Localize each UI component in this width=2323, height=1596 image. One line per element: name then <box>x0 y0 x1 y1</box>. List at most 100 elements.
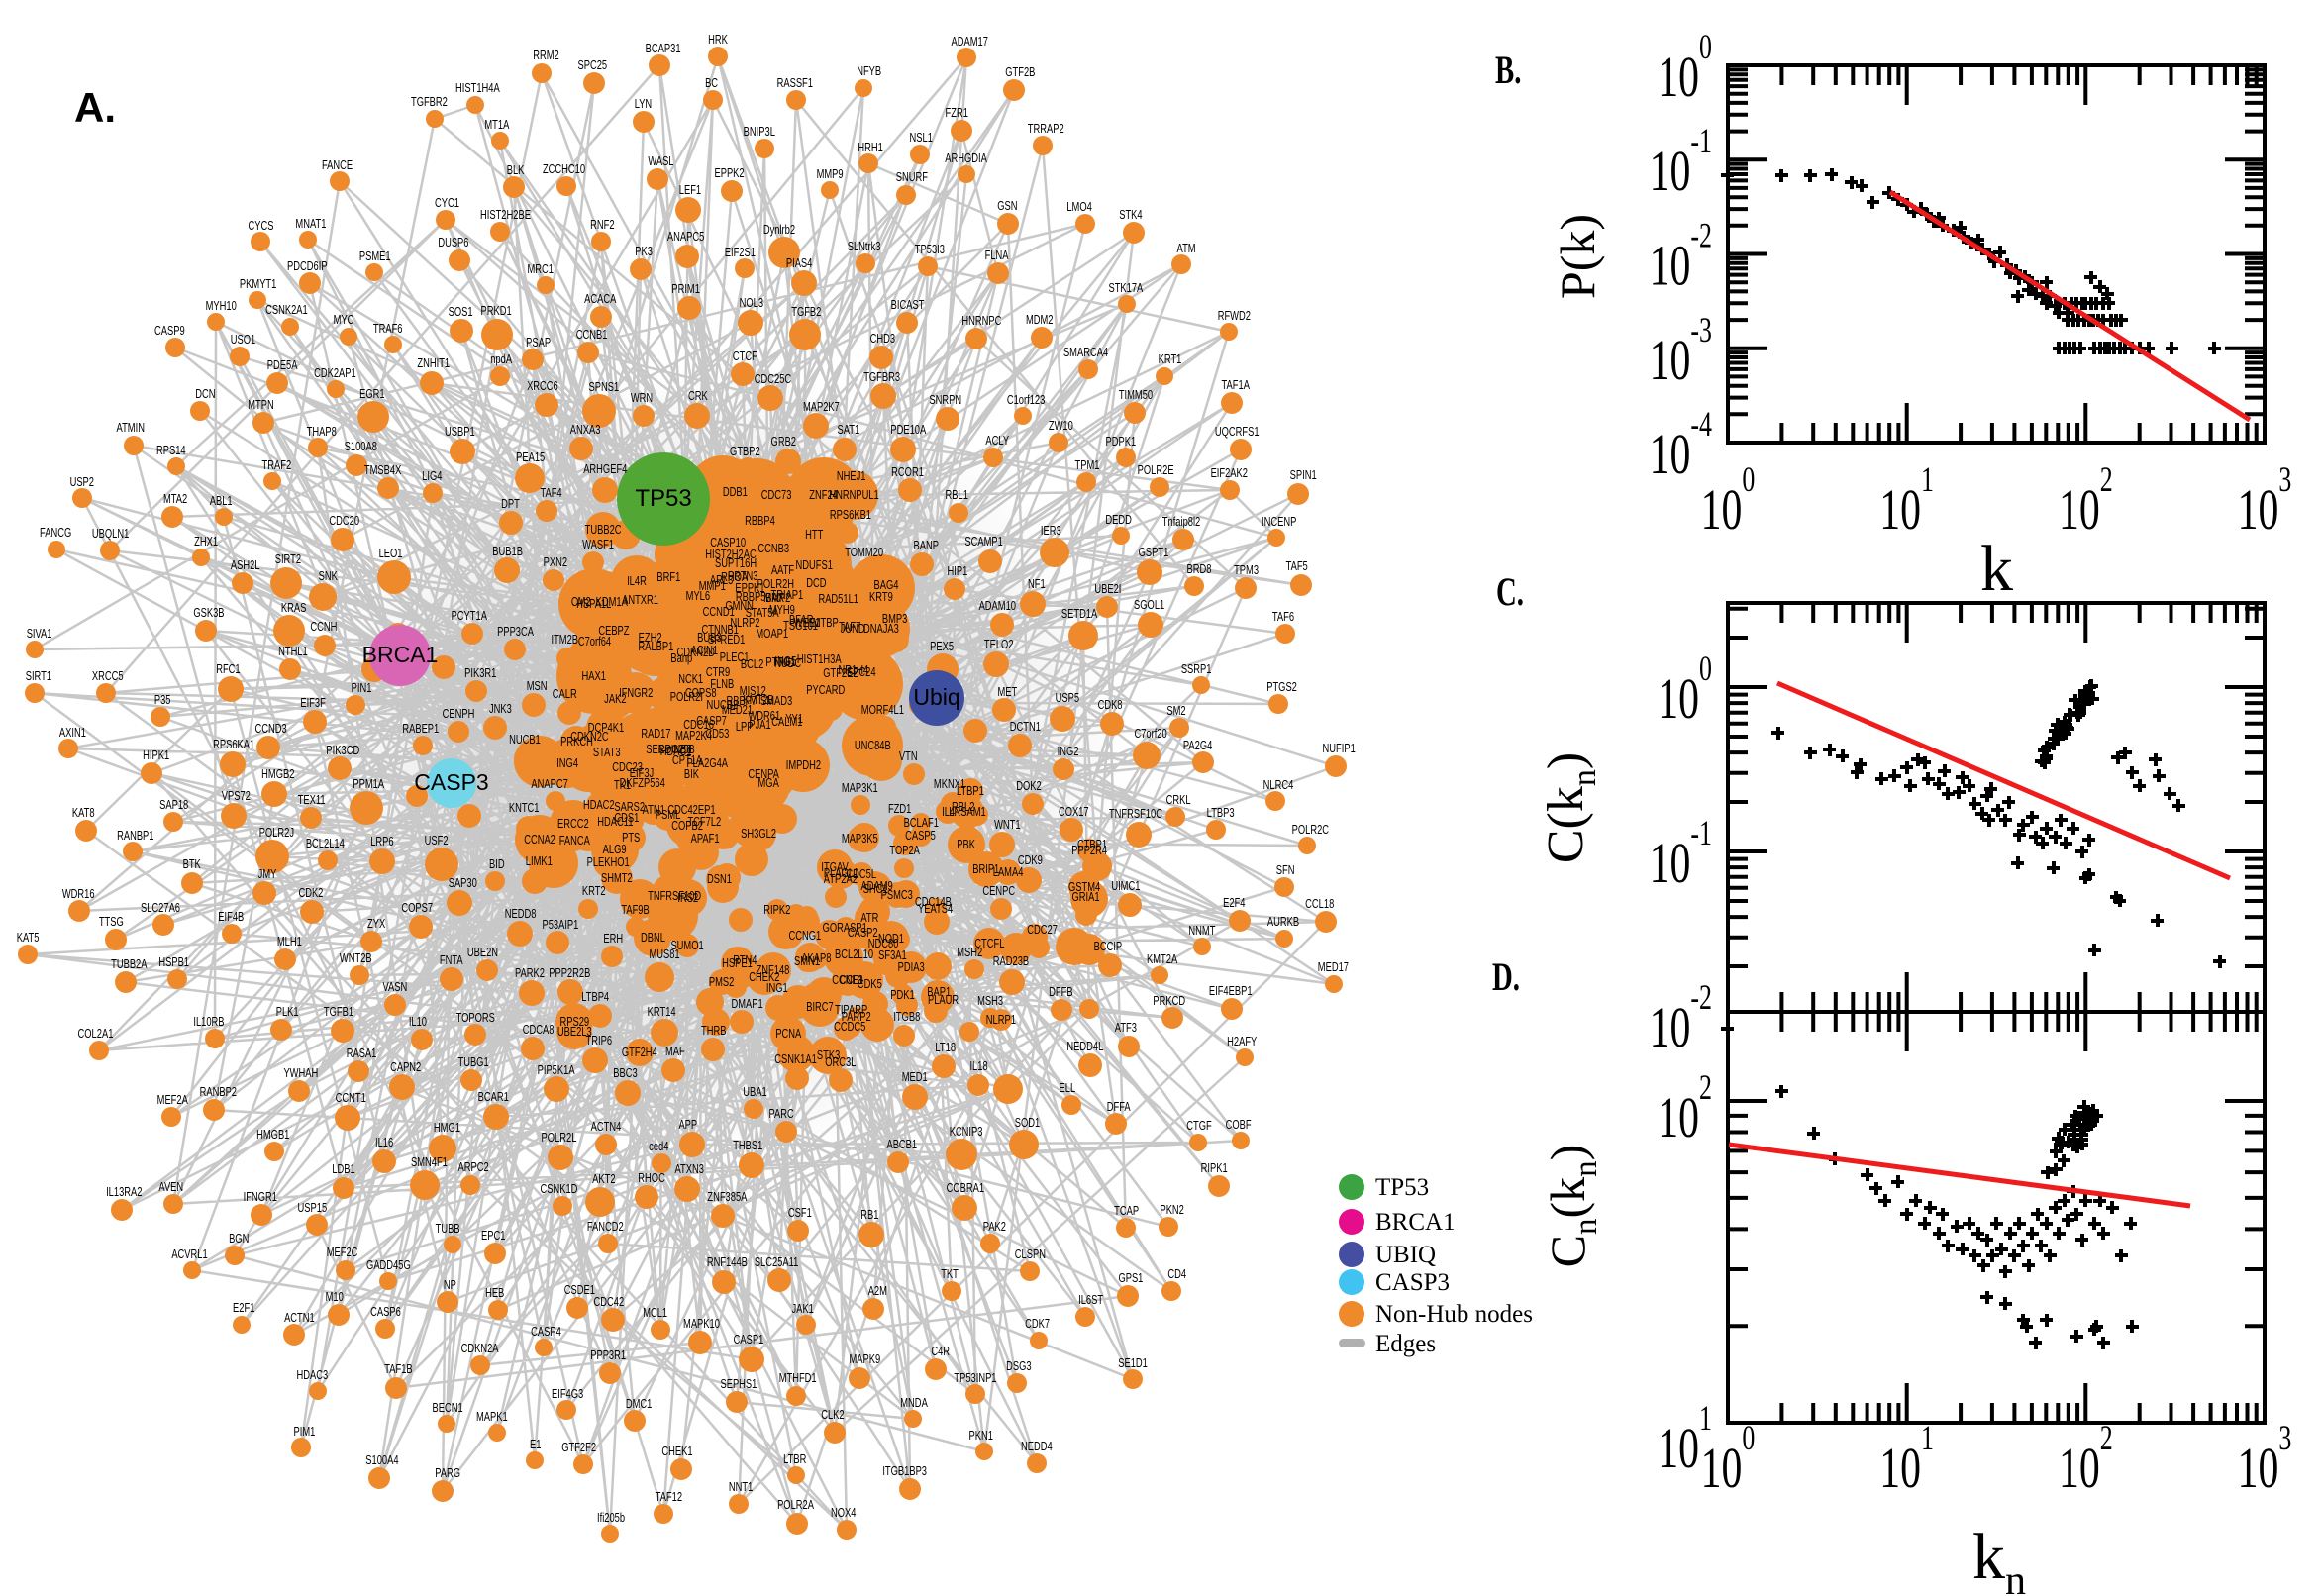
svg-text:ITGB8: ITGB8 <box>893 1011 920 1025</box>
svg-text:VTN: VTN <box>899 750 918 764</box>
svg-text:UBE2I: UBE2I <box>1094 583 1121 597</box>
svg-text:LMO4: LMO4 <box>1066 201 1091 215</box>
svg-text:FZD1: FZD1 <box>888 803 911 817</box>
svg-text:ZW10: ZW10 <box>1049 420 1073 434</box>
svg-text:JAK2: JAK2 <box>604 693 626 707</box>
svg-text:MYC: MYC <box>334 314 354 328</box>
svg-text:KAT8: KAT8 <box>72 807 95 821</box>
svg-text:TP53: TP53 <box>635 485 691 512</box>
svg-text:IL6ST: IL6ST <box>1078 1294 1103 1308</box>
svg-text:EIF4G3: EIF4G3 <box>552 1388 583 1402</box>
svg-text:C7orf20: C7orf20 <box>1134 728 1166 742</box>
svg-text:HAX1: HAX1 <box>582 670 606 684</box>
svg-text:LAMA4: LAMA4 <box>993 866 1024 880</box>
svg-text:KRT9: KRT9 <box>869 591 893 605</box>
svg-text:PLEKHO1: PLEKHO1 <box>587 856 630 870</box>
svg-text:ATM: ATM <box>1177 243 1196 256</box>
svg-text:PDE10A: PDE10A <box>890 424 926 438</box>
svg-text:RIPK1: RIPK1 <box>1201 1162 1228 1176</box>
svg-text:TOP2A: TOP2A <box>889 845 920 858</box>
svg-text:MOAP1: MOAP1 <box>756 628 788 642</box>
svg-text:GMNN: GMNN <box>725 600 754 614</box>
svg-text:NEDD8: NEDD8 <box>505 908 537 922</box>
svg-text:HIP1: HIP1 <box>948 565 968 579</box>
svg-text:NDUFS1: NDUFS1 <box>796 559 833 573</box>
svg-text:BTK: BTK <box>183 858 202 872</box>
svg-text:CTBP1: CTBP1 <box>1077 839 1107 852</box>
svg-text:TGFBR2: TGFBR2 <box>411 96 448 110</box>
svg-text:JUND: JUND <box>841 623 865 637</box>
svg-text:WRN: WRN <box>631 392 653 406</box>
svg-text:JAK1: JAK1 <box>792 1303 814 1317</box>
svg-text:TIPARP: TIPARP <box>835 1004 867 1018</box>
svg-text:FANCE: FANCE <box>322 159 354 173</box>
svg-text:RASSF1: RASSF1 <box>777 77 813 91</box>
svg-text:RANBP1: RANBP1 <box>117 830 153 844</box>
svg-text:GSPT1: GSPT1 <box>1139 547 1169 560</box>
svg-text:ATMIN: ATMIN <box>117 422 145 436</box>
svg-text:NSL1: NSL1 <box>910 132 933 146</box>
svg-text:ERCC2: ERCC2 <box>557 818 589 832</box>
svg-text:IL4: IL4 <box>942 806 955 820</box>
svg-text:PLA2G4A: PLA2G4A <box>686 757 728 771</box>
svg-text:MET: MET <box>997 686 1017 700</box>
svg-text:DDB1: DDB1 <box>723 486 748 500</box>
svg-text:FANCG: FANCG <box>40 527 71 541</box>
svg-text:BBC3: BBC3 <box>613 1067 637 1081</box>
svg-text:UBIQ: UBIQ <box>1375 1242 1436 1268</box>
svg-text:MEF2C: MEF2C <box>327 1247 358 1260</box>
svg-text:HIST1H3A: HIST1H3A <box>797 653 842 667</box>
svg-text:PKMYT1: PKMYT1 <box>240 278 276 292</box>
svg-text:MTPN: MTPN <box>248 399 273 413</box>
svg-text:HIST2H2BE: HIST2H2BE <box>480 209 531 223</box>
svg-text:HEB: HEB <box>485 1287 504 1301</box>
svg-text:EIF3F: EIF3F <box>300 697 326 711</box>
svg-text:PLAGL1: PLAGL1 <box>824 867 858 881</box>
svg-text:GRIA1: GRIA1 <box>1072 891 1100 905</box>
svg-text:ATF3: ATF3 <box>1115 1022 1137 1036</box>
svg-text:CDK7: CDK7 <box>1025 1318 1050 1332</box>
svg-text:TEX11: TEX11 <box>298 794 326 808</box>
svg-text:KAT5: KAT5 <box>17 932 40 946</box>
svg-text:UBE2L3: UBE2L3 <box>557 1026 592 1040</box>
svg-text:S100A8: S100A8 <box>345 441 377 454</box>
svg-text:DKFZP564: DKFZP564 <box>620 777 665 791</box>
svg-text:NDC80: NDC80 <box>868 938 899 951</box>
svg-text:APP: APP <box>678 1119 697 1133</box>
svg-text:LPP: LPP <box>736 721 754 735</box>
svg-text:POLR2A: POLR2A <box>777 1499 814 1513</box>
svg-text:RAD51L1: RAD51L1 <box>818 593 858 607</box>
svg-text:CDK8: CDK8 <box>1098 699 1123 713</box>
svg-text:ATXN3: ATXN3 <box>675 1163 704 1177</box>
svg-text:TSG101: TSG101 <box>783 620 818 634</box>
svg-text:SAP18: SAP18 <box>159 799 188 813</box>
svg-text:HDAC3: HDAC3 <box>297 1369 329 1383</box>
svg-text:UBA1: UBA1 <box>743 1086 766 1100</box>
svg-text:TAF12: TAF12 <box>656 1491 682 1505</box>
svg-text:UIMC1: UIMC1 <box>1111 880 1140 894</box>
svg-text:EIF2S1: EIF2S1 <box>725 247 756 260</box>
svg-text:RBBP7: RBBP7 <box>726 695 757 709</box>
svg-text:STK3: STK3 <box>817 1049 840 1063</box>
svg-text:BUB1B: BUB1B <box>492 546 523 559</box>
svg-text:YWHAH: YWHAH <box>283 1067 318 1081</box>
svg-text:TTSG: TTSG <box>99 916 124 930</box>
svg-text:Banp: Banp <box>670 652 692 666</box>
svg-text:ACACA: ACACA <box>584 293 617 307</box>
svg-text:SFN: SFN <box>1276 864 1295 878</box>
svg-text:MED21: MED21 <box>722 704 753 718</box>
svg-text:CLK2: CLK2 <box>821 1409 844 1423</box>
svg-text:PYCARD: PYCARD <box>806 684 845 698</box>
svg-text:PLAUR: PLAUR <box>928 994 959 1008</box>
svg-text:BIK: BIK <box>684 768 699 782</box>
svg-text:SGOL1: SGOL1 <box>1134 599 1164 613</box>
svg-text:SLC27A6: SLC27A6 <box>141 902 180 916</box>
svg-text:SMAD3: SMAD3 <box>760 695 792 709</box>
svg-text:CENPC: CENPC <box>982 885 1015 899</box>
svg-text:MAPK10: MAPK10 <box>683 1318 720 1332</box>
svg-text:PMS2: PMS2 <box>709 976 734 990</box>
svg-text:FLNB: FLNB <box>710 678 734 692</box>
svg-text:LIG4: LIG4 <box>422 470 442 484</box>
svg-text:NOL3: NOL3 <box>740 297 763 311</box>
svg-text:TRAF6: TRAF6 <box>373 323 403 337</box>
